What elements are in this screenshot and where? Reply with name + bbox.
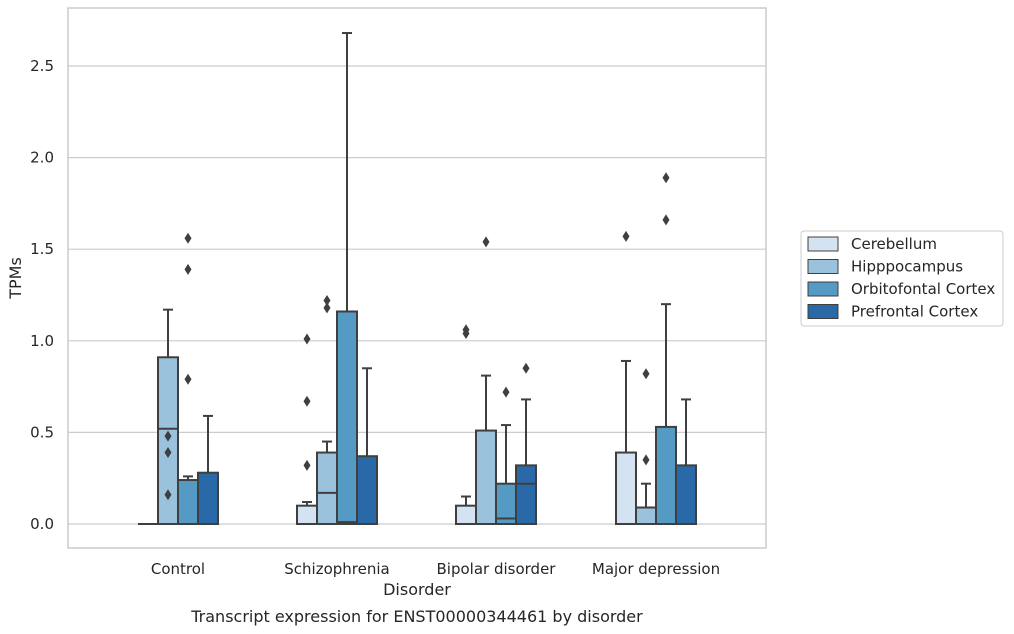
- outlier-point: [522, 362, 530, 374]
- box-hipppocampus: [475, 236, 497, 525]
- y-tick-label: 2.5: [30, 57, 54, 75]
- box-orbitofontal-cortex: [336, 32, 358, 525]
- y-tick-label: 1.5: [30, 240, 54, 258]
- box-body: [336, 310, 358, 525]
- outlier-point: [323, 302, 331, 314]
- box-prefrontal-cortex: [515, 362, 537, 526]
- box-body: [655, 425, 677, 525]
- y-tick-label: 2.0: [30, 149, 54, 167]
- legend-swatch: [807, 259, 839, 274]
- x-tick-label: Schizophrenia: [284, 560, 389, 578]
- box-hipppocampus: [316, 294, 338, 525]
- outlier-point: [164, 489, 172, 501]
- box-body: [475, 429, 497, 525]
- figure-caption: Transcript expression for ENST0000034446…: [190, 607, 643, 626]
- x-tick-label: Control: [151, 560, 205, 578]
- box-body: [356, 455, 378, 525]
- legend-swatch: [807, 304, 839, 319]
- box-body: [635, 506, 657, 525]
- outlier-point: [642, 454, 650, 466]
- legend-label: Orbitofontal Cortex: [851, 280, 995, 298]
- y-axis-ticks: 0.0 0.5 1.0 1.5 2.0 2.5: [30, 57, 54, 533]
- outlier-point: [642, 368, 650, 380]
- box-prefrontal-cortex: [675, 398, 697, 526]
- box-body: [675, 464, 697, 526]
- box-hipppocampus: [635, 368, 657, 525]
- legend-swatch: [807, 236, 839, 252]
- box-orbitofontal-cortex: [177, 232, 199, 526]
- outlier-point: [184, 373, 192, 385]
- outlier-point: [303, 395, 311, 407]
- outlier-point: [323, 294, 331, 306]
- legend-label: Prefrontal Cortex: [851, 303, 978, 321]
- y-tick-label: 0.0: [30, 515, 54, 533]
- outlier-point: [482, 236, 490, 248]
- x-tick-label: Bipolar disorder: [437, 560, 557, 578]
- box-body: [197, 471, 219, 526]
- box-orbitofontal-cortex: [655, 172, 677, 525]
- box-body: [316, 451, 338, 525]
- y-tick-label: 0.5: [30, 423, 54, 441]
- outlier-point: [164, 430, 172, 442]
- outlier-point: [303, 333, 311, 345]
- box-cerebellum: [455, 324, 477, 525]
- outlier-point: [184, 232, 192, 244]
- box-cerebellum: [615, 230, 637, 525]
- legend-label: Cerebellum: [851, 235, 937, 253]
- y-axis-label: TPMs: [6, 257, 25, 300]
- box-series: [138, 32, 697, 526]
- box-body: [515, 464, 537, 526]
- box-hipppocampus: [157, 308, 179, 525]
- box-body: [177, 479, 199, 526]
- legend-label: Hipppocampus: [851, 258, 963, 276]
- box-prefrontal-cortex: [356, 367, 378, 525]
- outlier-point: [303, 459, 311, 471]
- outlier-point: [164, 447, 172, 459]
- box-body: [296, 504, 318, 525]
- outlier-point: [622, 230, 630, 242]
- x-axis-label: Disorder: [383, 580, 451, 599]
- box-prefrontal-cortex: [197, 414, 219, 526]
- outlier-point: [502, 386, 510, 398]
- x-tick-label: Major depression: [592, 560, 720, 578]
- outlier-point: [184, 263, 192, 275]
- legend-swatch: [807, 281, 839, 297]
- box-cerebellum: [296, 333, 318, 525]
- outlier-point: [662, 214, 670, 226]
- legend: Cerebellum Hipppocampus Orbitofontal Corte…: [800, 230, 1004, 327]
- outlier-point: [662, 172, 670, 184]
- plot-area-frame: [67, 7, 767, 549]
- outlier-point: [462, 324, 470, 336]
- box-body: [615, 451, 637, 525]
- box-orbitofontal-cortex: [495, 386, 517, 526]
- y-tick-label: 1.0: [30, 332, 54, 350]
- legend-frame: [800, 230, 1004, 327]
- x-axis-ticks: Control Schizophrenia Bipolar disorder Majo…: [151, 560, 720, 578]
- box-body: [455, 504, 477, 525]
